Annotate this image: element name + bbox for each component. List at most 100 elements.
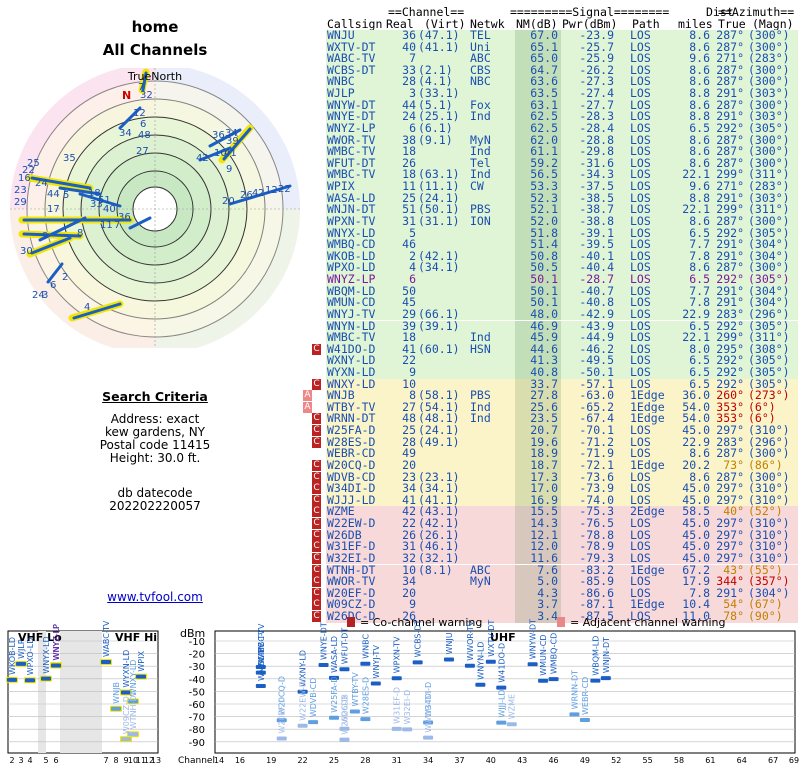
nm-column-shade [515,297,561,309]
signal-bar [423,735,434,740]
nm-column-shade [515,53,561,65]
cell-magn: (283°) [748,51,790,66]
cell-nm: 50.1 [530,295,558,310]
y-tick-label: -60 [189,700,205,711]
cell-path: LOS [630,318,651,333]
nm-column-shade [515,332,561,344]
cell-real: 48 [402,411,416,426]
cell-path: 1Edge [630,457,665,472]
col-path: Path [632,17,660,31]
table-row: C W41DO-D 41 (60.1) HSN 44.6 -46.2 LOS 8.0 295° (3… [300,341,800,356]
row-background [326,64,798,77]
row-background [326,332,798,344]
co-channel-warning-icon: C [312,459,321,471]
cell-path: LOS [630,144,651,159]
tvfool-link[interactable]: www.tvfool.com [107,590,203,604]
co-channel-warning-icon: C [312,564,321,576]
cell-dist: 6.5 [689,376,710,391]
row-background [326,111,798,123]
cell-pwr: -39.1 [579,225,614,240]
cell-net: Ind [470,167,491,182]
cell-pwr: -38.5 [579,190,614,205]
cell-call: WPIX [327,179,355,194]
nm-column-shade [515,471,561,484]
cell-call: WPXN-TV [327,213,376,228]
table-row: WFUT-DT 26 Tel 59.2 -31.6 LOS 8.6 287° (300°) [300,157,800,170]
cell-true: 291° [716,283,744,298]
cell-pwr: -28.3 [579,109,614,124]
signal-bar [569,712,580,717]
cell-true: 291° [716,295,744,310]
svg-text:2: 2 [258,188,264,199]
cell-path: LOS [630,248,651,263]
x-tick-label: 58 [674,756,684,765]
cell-path: LOS [630,51,651,66]
nm-column-shade [515,564,561,577]
cell-magn: (55°) [748,562,783,577]
signal-bar-label: WNXY-LD [129,660,138,697]
cell-pwr: -71.9 [579,446,614,461]
cell-nm: 23.5 [530,411,558,426]
vhf-hi-label: VHF Hi [115,631,157,644]
cell-net: ABC [470,51,491,66]
co-channel-warning-icon: C [312,541,321,553]
x-tick-label: 16 [235,756,245,765]
adjacent-channel-warning-icon: A [303,390,312,402]
cell-virt: (42.1) [418,248,460,263]
svg-text:2: 2 [62,272,68,283]
y-tick-label: -40 [189,675,205,686]
cell-virt: (5.1) [418,97,453,112]
row-background [326,204,798,216]
row-background [326,274,798,286]
signal-bar [579,717,590,722]
cell-virt: (6.1) [418,120,453,135]
cell-real: 28 [402,74,416,89]
cell-call: WNYX-LD [327,225,376,240]
signal-bar-label: W09CZ-D [122,696,131,734]
svg-text:5: 5 [63,190,69,201]
cell-dist: 45.0 [682,539,710,554]
cell-dist: 6.5 [689,364,710,379]
cell-path: 1Edge [630,597,665,612]
cell-true: 40° [723,504,744,519]
cell-true: 292° [716,318,744,333]
cell-true: 54° [723,597,744,612]
table-row: WNYN-LD 39 (39.1) 46.9 -43.9 LOS 6.5 292° (305°) [300,318,800,333]
x-tick-label: 2 [9,756,14,765]
cell-pwr: -79.3 [579,550,614,565]
nm-column-shade [515,169,561,182]
x-tick-label: 31 [392,756,402,765]
signal-bar-label: WPXO-LD [26,638,35,676]
cell-nm: 56.5 [530,167,558,182]
nm-column-shade [515,355,561,367]
signal-bar [255,664,266,669]
signal-bar [128,732,138,737]
signal-bar-label: WNYZ-LP [52,624,61,660]
row-background [326,76,798,89]
svg-text:16: 16 [18,173,31,184]
cell-real: 34 [402,574,416,589]
col-true: True [718,17,746,31]
cell-nm: 16.9 [530,492,558,507]
x-tick-label: 8 [113,756,118,765]
table-row: C W26DB 26 (26.1) 12.1 -78.8 LOS 45.0 297° (310°) [300,529,800,542]
cell-true: 297° [716,492,744,507]
cell-path: LOS [630,353,651,368]
nm-column-shade [515,366,561,379]
cell-call: W34DI-D [327,481,376,496]
row-background [326,425,798,437]
uhf-label: UHF [490,631,516,644]
cell-nm: 25.6 [530,399,558,414]
cell-virt: (23.1) [418,469,460,484]
cell-net: Uni [470,39,491,54]
cell-path: LOS [630,213,651,228]
cell-dist: 8.6 [689,144,710,159]
cell-real: 5 [409,225,416,240]
table-row: WMBC-TV 18 Ind 61.1 -29.8 LOS 8.6 287° (300°) [300,146,800,158]
vhf-gap-band [60,631,102,753]
cell-dist: 10.4 [682,597,710,612]
criteria-postal: Postal code 11415 [99,438,211,452]
cell-virt: (60.1) [418,341,460,356]
cell-real: 22 [402,353,416,368]
y-tick-label: -20 [189,650,205,661]
